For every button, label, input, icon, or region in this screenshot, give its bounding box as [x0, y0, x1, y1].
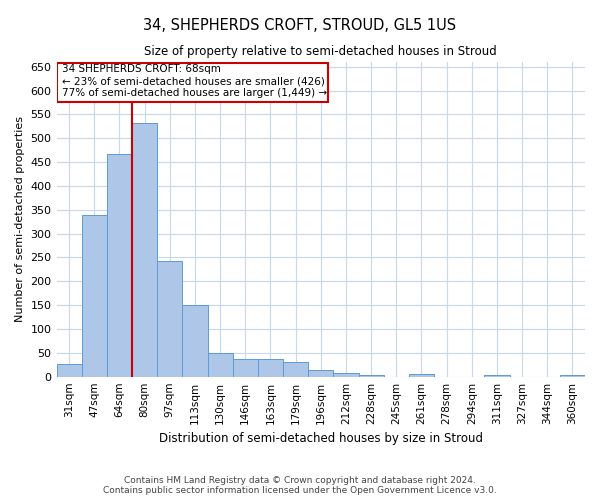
Bar	[484, 375, 509, 376]
Bar	[182, 305, 208, 376]
Bar	[56, 364, 82, 376]
Bar	[258, 359, 283, 376]
Bar	[308, 370, 334, 376]
X-axis label: Distribution of semi-detached houses by size in Stroud: Distribution of semi-detached houses by …	[159, 432, 483, 445]
Text: Contains HM Land Registry data © Crown copyright and database right 2024.
Contai: Contains HM Land Registry data © Crown c…	[103, 476, 497, 495]
Bar	[157, 261, 182, 376]
Title: Size of property relative to semi-detached houses in Stroud: Size of property relative to semi-detach…	[145, 45, 497, 58]
Bar	[107, 154, 132, 376]
Bar	[334, 374, 359, 376]
FancyBboxPatch shape	[56, 63, 328, 102]
Y-axis label: Number of semi-detached properties: Number of semi-detached properties	[15, 116, 25, 322]
Bar	[409, 374, 434, 376]
Text: 77% of semi-detached houses are larger (1,449) →: 77% of semi-detached houses are larger (…	[62, 88, 326, 98]
Bar	[359, 375, 383, 376]
Text: 34 SHEPHERDS CROFT: 68sqm: 34 SHEPHERDS CROFT: 68sqm	[62, 64, 220, 74]
Bar	[208, 353, 233, 376]
Text: 34, SHEPHERDS CROFT, STROUD, GL5 1US: 34, SHEPHERDS CROFT, STROUD, GL5 1US	[143, 18, 457, 32]
Bar	[233, 359, 258, 376]
Bar	[283, 362, 308, 376]
Text: ← 23% of semi-detached houses are smaller (426): ← 23% of semi-detached houses are smalle…	[62, 76, 325, 86]
Bar	[132, 122, 157, 376]
Bar	[560, 375, 585, 376]
Bar	[82, 214, 107, 376]
